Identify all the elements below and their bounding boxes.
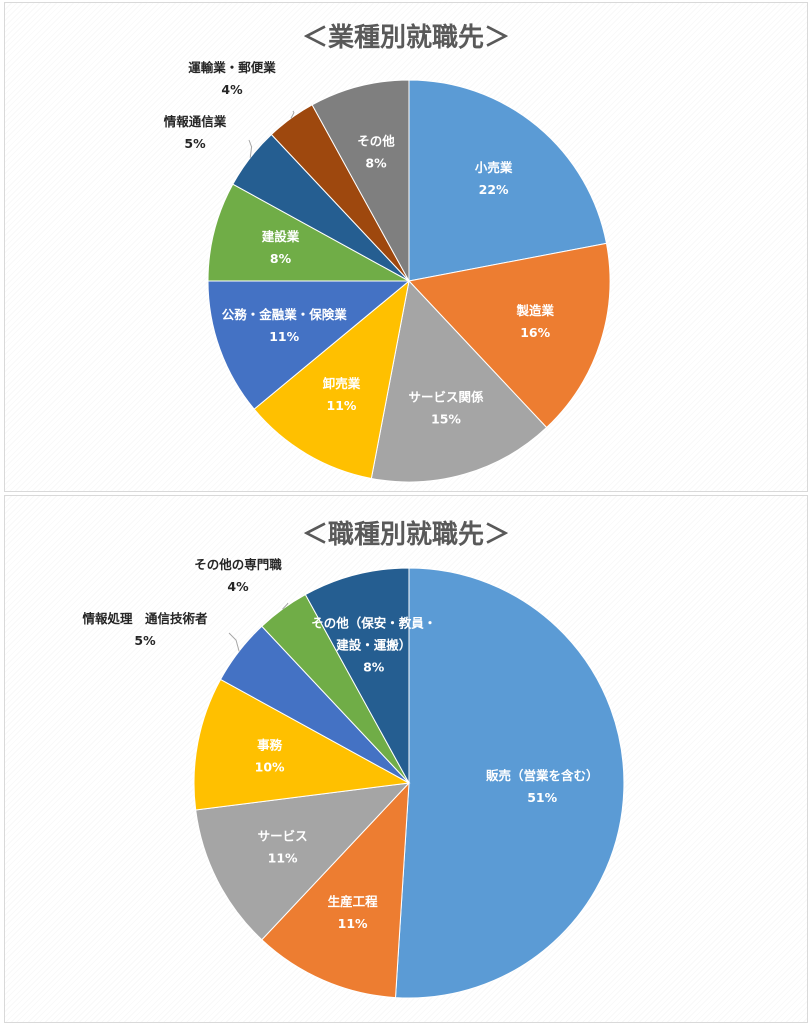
pie-slice xyxy=(193,678,411,811)
data-label-category: その他の専門職 xyxy=(194,557,282,572)
data-label-percent: 11% xyxy=(327,398,357,413)
data-label-percent: 11% xyxy=(268,850,298,865)
occupation-chart-panel: ＜職種別就職先＞ 販売（営業を含む） 51% 生産工程 11% サービス 11% 事務 10%… xyxy=(4,495,808,1023)
industry-chart-panel: ＜業種別就職先＞ 小売業 22% 製造業 16% サービス関係 15% 卸売業 11% 公務・金… xyxy=(4,2,808,492)
data-label-category: 情報通信業 xyxy=(164,114,227,129)
data-label-category: 卸売業 xyxy=(323,376,361,391)
data-label-percent: 8% xyxy=(270,251,292,266)
data-label-percent: 8% xyxy=(363,660,385,675)
pie-slice xyxy=(311,79,410,282)
data-label-category: 販売（営業を含む） xyxy=(486,768,599,783)
data-label-category: 建設業 xyxy=(262,229,300,244)
leader-line xyxy=(228,632,240,652)
data-label-percent: 51% xyxy=(527,790,557,805)
pie-slice xyxy=(408,79,608,282)
data-label-percent: 8% xyxy=(365,156,387,171)
data-label-category: 生産工程 xyxy=(328,894,379,909)
leader-line xyxy=(248,139,253,158)
data-label-percent: 10% xyxy=(255,759,285,774)
pie-slice xyxy=(195,782,411,941)
data-label-percent: 11% xyxy=(269,329,299,344)
occupation-pie-chart: 販売（営業を含む） 51% 生産工程 11% サービス 11% 事務 10% 情報処理 通信技術… xyxy=(82,557,625,999)
pie-slice xyxy=(253,279,410,480)
leader-line xyxy=(290,110,295,119)
data-label-percent: 5% xyxy=(134,633,156,648)
pie-slice xyxy=(408,242,611,429)
industry-pie-chart: 小売業 22% 製造業 16% サービス関係 15% 卸売業 11% 公務・金融業・保険業 11%… xyxy=(164,60,611,483)
pie-slice xyxy=(304,567,410,784)
data-label-category: その他（保安・教員・ xyxy=(311,616,436,631)
data-label-category: サービス関係 xyxy=(408,389,484,404)
data-label-percent: 4% xyxy=(227,579,249,594)
chart-title: ＜職種別就職先＞ xyxy=(301,520,510,550)
data-label-category: 事務 xyxy=(257,737,283,752)
data-label-percent: 15% xyxy=(431,411,461,426)
data-label-percent: 22% xyxy=(479,182,509,197)
data-label-category: 小売業 xyxy=(474,160,513,175)
data-label-category: 建設・運搬） xyxy=(336,638,411,653)
pie-slice xyxy=(207,280,411,410)
data-label-category: その他 xyxy=(357,134,395,149)
pie-slice xyxy=(261,781,410,999)
data-label-percent: 4% xyxy=(221,82,243,97)
chart-title: ＜業種別就職先＞ xyxy=(301,23,510,53)
pie-slice xyxy=(207,183,410,282)
pie-slice xyxy=(370,279,548,483)
data-label-category: 情報処理 通信技術者 xyxy=(82,611,208,626)
data-label-category: 運輸業・郵便業 xyxy=(188,60,276,75)
data-label-percent: 11% xyxy=(338,916,368,931)
data-label-percent: 16% xyxy=(520,325,550,340)
leader-line xyxy=(282,602,289,610)
data-label-percent: 5% xyxy=(184,136,206,151)
data-label-category: 公務・金融業・保険業 xyxy=(222,307,348,322)
pie-slice xyxy=(394,567,625,999)
data-label-category: 製造業 xyxy=(515,303,554,318)
data-label-category: サービス xyxy=(258,828,308,843)
